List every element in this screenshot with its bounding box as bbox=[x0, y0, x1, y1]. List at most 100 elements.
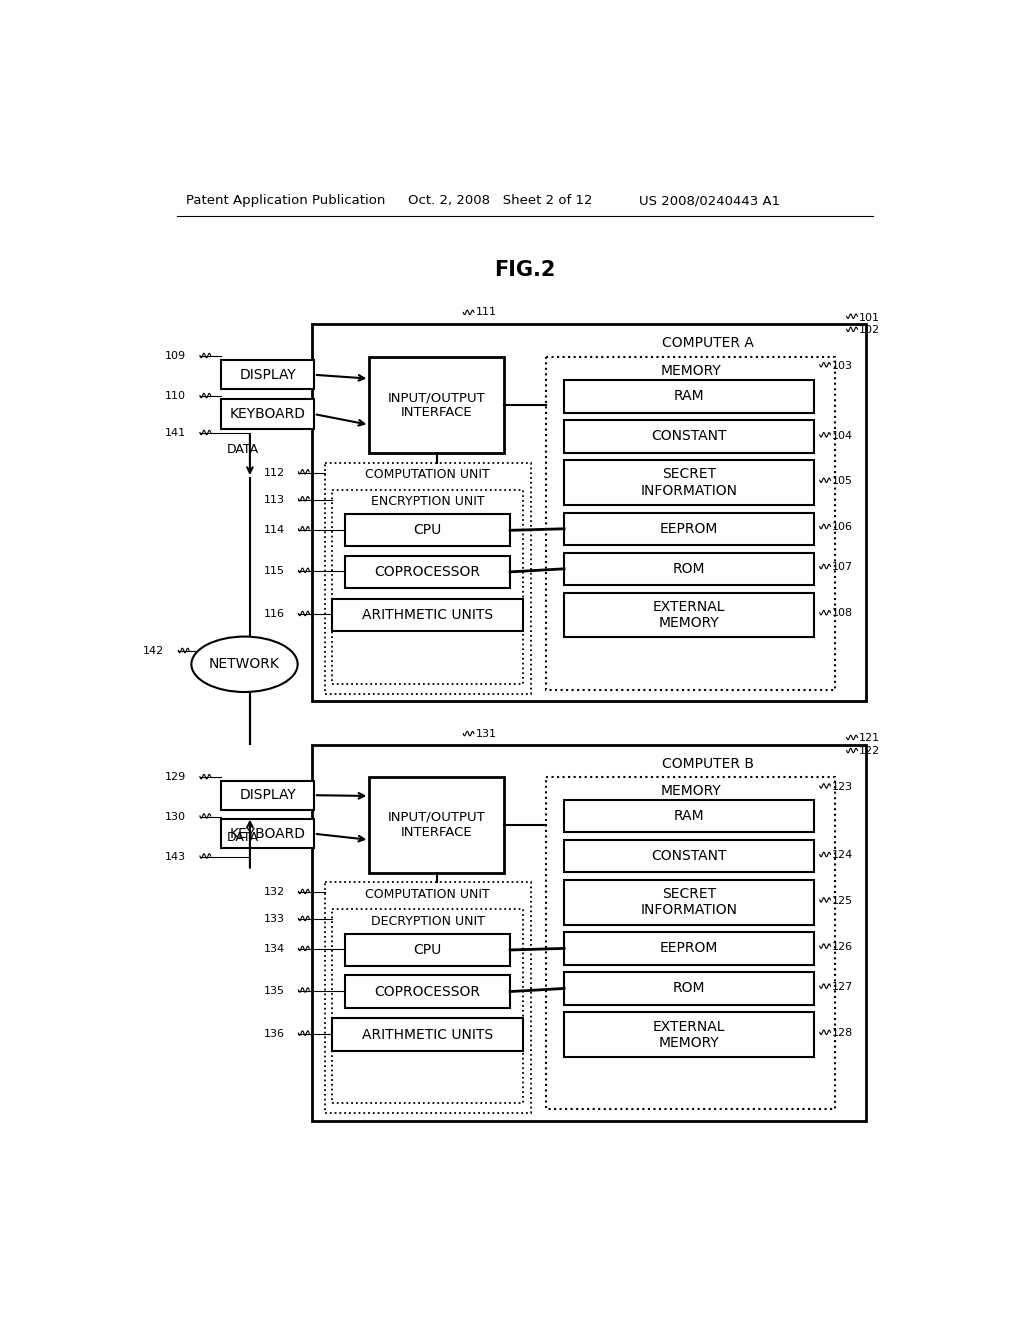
Text: COMPUTATION UNIT: COMPUTATION UNIT bbox=[366, 888, 490, 902]
Bar bbox=[345, 975, 510, 1007]
Bar bbox=[564, 512, 814, 545]
Text: Oct. 2, 2008   Sheet 2 of 12: Oct. 2, 2008 Sheet 2 of 12 bbox=[408, 194, 592, 207]
Text: INPUT/OUTPUT
INTERFACE: INPUT/OUTPUT INTERFACE bbox=[388, 391, 485, 420]
Text: RAM: RAM bbox=[674, 389, 705, 404]
Text: DISPLAY: DISPLAY bbox=[240, 368, 296, 381]
Text: 131: 131 bbox=[475, 730, 497, 739]
Text: CONSTANT: CONSTANT bbox=[651, 429, 727, 444]
Text: DECRYPTION UNIT: DECRYPTION UNIT bbox=[371, 915, 484, 928]
Text: 128: 128 bbox=[833, 1028, 853, 1038]
Text: 109: 109 bbox=[165, 351, 186, 362]
Text: KEYBOARD: KEYBOARD bbox=[229, 826, 305, 841]
Text: DISPLAY: DISPLAY bbox=[240, 788, 296, 803]
Bar bbox=[333, 909, 523, 1104]
Text: 133: 133 bbox=[263, 915, 285, 924]
Bar bbox=[564, 1012, 814, 1057]
Ellipse shape bbox=[191, 636, 298, 692]
Text: 130: 130 bbox=[165, 812, 186, 822]
Text: 129: 129 bbox=[165, 772, 186, 783]
Text: 107: 107 bbox=[833, 562, 853, 573]
Bar bbox=[564, 973, 814, 1005]
Bar bbox=[333, 599, 523, 631]
Text: 126: 126 bbox=[833, 942, 853, 952]
Text: MEMORY: MEMORY bbox=[660, 364, 721, 378]
Bar bbox=[564, 800, 814, 832]
Text: 134: 134 bbox=[263, 944, 285, 954]
Text: 106: 106 bbox=[833, 523, 853, 532]
Text: EXTERNAL
MEMORY: EXTERNAL MEMORY bbox=[653, 599, 725, 630]
Bar bbox=[564, 932, 814, 965]
Text: EEPROM: EEPROM bbox=[660, 521, 719, 536]
Text: 125: 125 bbox=[833, 896, 853, 906]
Text: EXTERNAL
MEMORY: EXTERNAL MEMORY bbox=[653, 1019, 725, 1049]
Bar bbox=[325, 882, 531, 1113]
Text: DATA: DATA bbox=[226, 444, 259, 455]
Text: 114: 114 bbox=[263, 524, 285, 535]
Bar bbox=[547, 358, 836, 689]
Text: COMPUTATION UNIT: COMPUTATION UNIT bbox=[366, 469, 490, 482]
Bar bbox=[345, 933, 510, 966]
Text: ROM: ROM bbox=[673, 562, 706, 576]
Text: 111: 111 bbox=[475, 308, 497, 317]
Bar bbox=[547, 776, 836, 1109]
Text: ARITHMETIC UNITS: ARITHMETIC UNITS bbox=[362, 609, 494, 622]
Bar bbox=[311, 323, 866, 701]
Text: 142: 142 bbox=[143, 647, 165, 656]
Bar bbox=[564, 840, 814, 873]
Text: EEPROM: EEPROM bbox=[660, 941, 719, 956]
Bar bbox=[564, 380, 814, 413]
Text: NETWORK: NETWORK bbox=[209, 657, 280, 672]
Text: 102: 102 bbox=[859, 325, 880, 335]
Text: 136: 136 bbox=[263, 1028, 285, 1039]
Bar bbox=[311, 744, 866, 1121]
Text: 113: 113 bbox=[263, 495, 285, 504]
Text: 112: 112 bbox=[263, 467, 285, 478]
Text: 108: 108 bbox=[833, 609, 853, 619]
Text: COPROCESSOR: COPROCESSOR bbox=[375, 565, 480, 579]
Bar bbox=[325, 462, 531, 693]
Text: ROM: ROM bbox=[673, 982, 706, 995]
Text: 132: 132 bbox=[263, 887, 285, 898]
Text: 105: 105 bbox=[833, 477, 853, 486]
Text: 122: 122 bbox=[859, 746, 881, 756]
Text: 143: 143 bbox=[165, 851, 186, 862]
Text: Patent Application Publication: Patent Application Publication bbox=[186, 194, 385, 207]
Bar bbox=[333, 1019, 523, 1051]
Text: SECRET
INFORMATION: SECRET INFORMATION bbox=[641, 887, 737, 917]
Text: MEMORY: MEMORY bbox=[660, 784, 721, 797]
Text: US 2008/0240443 A1: US 2008/0240443 A1 bbox=[639, 194, 780, 207]
Bar bbox=[564, 880, 814, 924]
Bar bbox=[370, 358, 504, 453]
Text: 127: 127 bbox=[833, 982, 853, 991]
Bar bbox=[564, 593, 814, 638]
Text: SECRET
INFORMATION: SECRET INFORMATION bbox=[641, 467, 737, 498]
Text: 115: 115 bbox=[263, 566, 285, 576]
Text: CPU: CPU bbox=[414, 942, 441, 957]
Text: COMPUTER B: COMPUTER B bbox=[663, 758, 754, 771]
Bar bbox=[345, 556, 510, 589]
Bar bbox=[221, 400, 313, 429]
Bar bbox=[345, 515, 510, 546]
Text: FIG.2: FIG.2 bbox=[495, 260, 555, 280]
Text: 104: 104 bbox=[833, 430, 853, 441]
Text: 101: 101 bbox=[859, 313, 880, 323]
Text: DATA: DATA bbox=[226, 832, 259, 843]
Bar bbox=[333, 490, 523, 684]
Text: 103: 103 bbox=[833, 360, 853, 371]
Text: 135: 135 bbox=[263, 986, 285, 995]
Text: INPUT/OUTPUT
INTERFACE: INPUT/OUTPUT INTERFACE bbox=[388, 810, 485, 838]
Text: COMPUTER A: COMPUTER A bbox=[663, 337, 754, 350]
Text: 116: 116 bbox=[263, 610, 285, 619]
Text: 123: 123 bbox=[833, 781, 853, 792]
Bar bbox=[564, 420, 814, 453]
Text: ARITHMETIC UNITS: ARITHMETIC UNITS bbox=[362, 1028, 494, 1041]
Bar bbox=[221, 780, 313, 810]
Text: 121: 121 bbox=[859, 733, 880, 743]
Bar bbox=[370, 776, 504, 873]
Text: CONSTANT: CONSTANT bbox=[651, 849, 727, 863]
Text: COPROCESSOR: COPROCESSOR bbox=[375, 985, 480, 998]
Text: 110: 110 bbox=[165, 391, 186, 401]
Text: ENCRYPTION UNIT: ENCRYPTION UNIT bbox=[371, 495, 484, 508]
Text: KEYBOARD: KEYBOARD bbox=[229, 407, 305, 421]
Text: RAM: RAM bbox=[674, 809, 705, 822]
